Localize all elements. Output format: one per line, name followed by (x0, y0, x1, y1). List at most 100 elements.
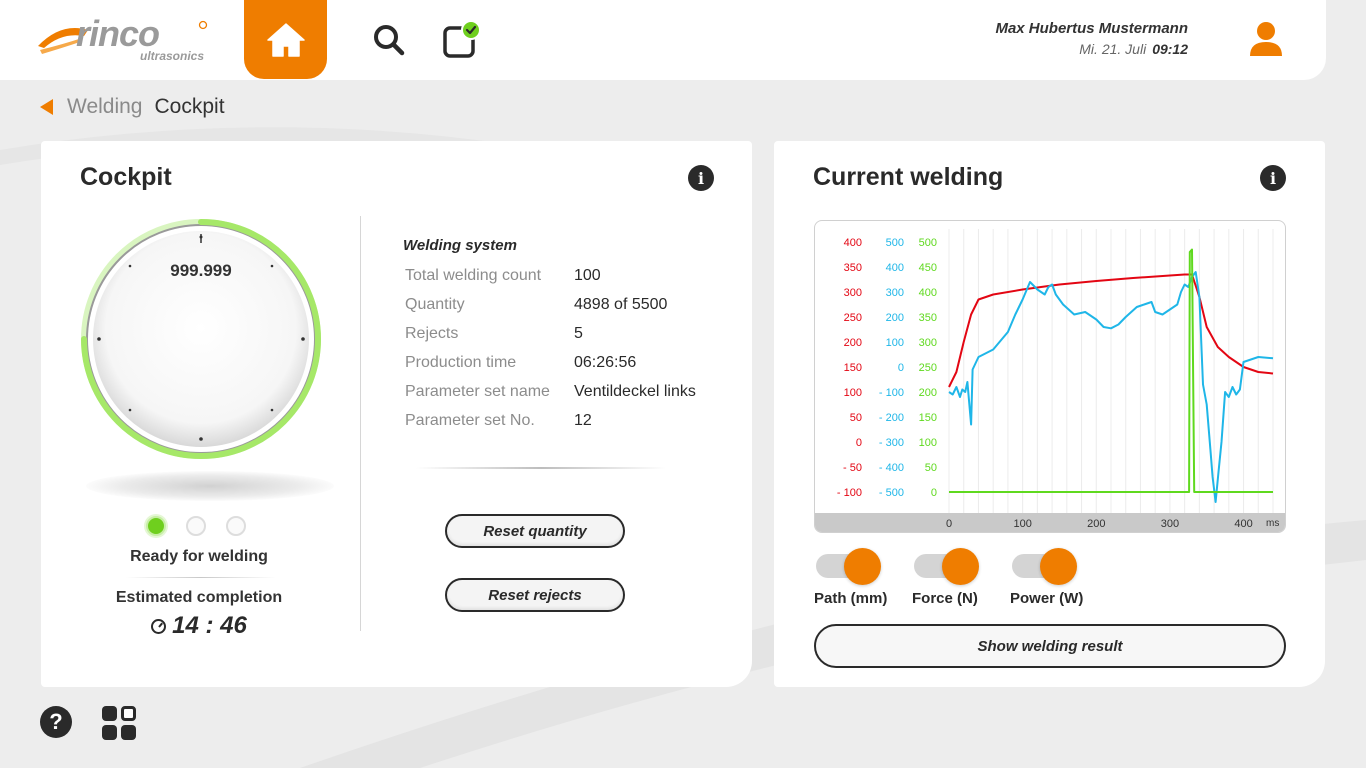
current-welding-title: Current welding (813, 163, 1004, 191)
y-tick-label: 100 (844, 387, 862, 399)
reset-rejects-button[interactable]: Reset rejects (445, 578, 625, 612)
y-tick-label: 350 (844, 262, 862, 274)
y-tick-label: 500 (886, 237, 904, 249)
gauge-shadow (86, 471, 334, 501)
user-name: Max Hubertus Mustermann (995, 20, 1188, 37)
row-label: Production time (405, 353, 517, 371)
toggle-knob[interactable] (1040, 548, 1077, 585)
table-row: Total welding count 100 (405, 261, 696, 290)
cockpit-title: Cockpit (80, 163, 172, 191)
toggle-force[interactable]: Force (N) (912, 548, 1010, 608)
task-check-icon (443, 20, 481, 58)
y-tick-label: 300 (886, 287, 904, 299)
divider (416, 467, 666, 469)
breadcrumb: Welding Cockpit (40, 95, 225, 119)
show-welding-result-button[interactable]: Show welding result (814, 624, 1286, 668)
table-row: Production time 06:26:56 (405, 348, 696, 377)
y-tick-label: - 100 (879, 387, 904, 399)
table-row: Parameter set name Ventildeckel links (405, 377, 696, 406)
x-unit-label: ms (1266, 518, 1279, 529)
help-icon[interactable]: ? (40, 706, 72, 738)
x-tick-label: 0 (946, 518, 952, 530)
y-tick-label: 200 (919, 387, 937, 399)
y-tick-label: 150 (844, 362, 862, 374)
y-tick-label: - 500 (879, 487, 904, 499)
series-toggles: Path (mm) Force (N) Power (W) (814, 548, 1108, 608)
vertical-divider (360, 216, 361, 631)
clock-icon (151, 618, 167, 634)
cockpit-card: Cockpit i 999.999 Ready for welding Esti… (41, 141, 752, 687)
y-tick-label: - 400 (879, 462, 904, 474)
welding-chart-svg: 0 100 200 300 400 ms400350300250200150100500-… (815, 229, 1285, 532)
svg-text:ultrasonics: ultrasonics (140, 49, 204, 63)
y-tick-label: 50 (850, 412, 862, 424)
home-button[interactable] (244, 0, 327, 79)
y-tick-label: - 50 (843, 462, 862, 474)
y-tick-label: 400 (886, 262, 904, 274)
search-button[interactable] (369, 20, 409, 60)
estimated-completion: 14 : 46 (41, 612, 357, 640)
y-tick-label: - 100 (837, 487, 862, 499)
status-indicator (146, 516, 246, 536)
y-tick-label: 400 (919, 287, 937, 299)
gauge-value: 999.999 (170, 261, 232, 280)
row-value: 12 (574, 411, 592, 429)
x-tick-label: 200 (1087, 518, 1105, 530)
breadcrumb-parent[interactable]: Welding (67, 95, 143, 118)
home-icon (266, 22, 305, 57)
row-label: Rejects (405, 324, 459, 342)
toggle-knob[interactable] (844, 548, 881, 585)
y-tick-label: 250 (844, 312, 862, 324)
row-label: Parameter set name (405, 382, 550, 400)
status-dot (226, 516, 246, 536)
info-icon[interactable]: i (1260, 165, 1286, 191)
toggle-label: Path (mm) (814, 590, 888, 607)
divider (126, 577, 276, 578)
toggle-label: Power (W) (1010, 590, 1084, 607)
tasks-button[interactable] (441, 20, 481, 60)
svg-text:rinco: rinco (76, 14, 159, 54)
series-line (949, 248, 1273, 493)
apps-tile (102, 706, 117, 721)
reset-quantity-button[interactable]: Reset quantity (445, 514, 625, 548)
user-avatar-icon[interactable] (1248, 20, 1284, 58)
toggle-knob[interactable] (942, 548, 979, 585)
y-tick-label: - 300 (879, 437, 904, 449)
y-tick-label: 400 (844, 237, 862, 249)
y-tick-label: 100 (886, 337, 904, 349)
x-axis-band (815, 513, 1285, 532)
back-arrow-icon[interactable] (40, 99, 53, 115)
toggle-power[interactable]: Power (W) (1010, 548, 1108, 608)
apps-tile (121, 725, 136, 740)
welding-system-table: Total welding count 100 Quantity 4898 of 5… (405, 261, 696, 435)
current-welding-card: Current welding i 0 100 200 300 400 ms 400 350 3… (774, 141, 1325, 687)
status-text: Ready for welding (130, 548, 268, 565)
apps-grid-icon[interactable] (102, 706, 136, 740)
current-date: Mi. 21. Juli (1079, 41, 1147, 57)
toggle-path[interactable]: Path (mm) (814, 548, 912, 608)
apps-tile (121, 706, 136, 721)
x-tick-label: 100 (1013, 518, 1031, 530)
welding-chart: 0 100 200 300 400 ms 400 350 300 250 200 150 100 50 0-… (814, 220, 1286, 533)
x-tick-label: 400 (1234, 518, 1252, 530)
y-tick-label: 0 (898, 362, 904, 374)
search-icon (374, 25, 405, 56)
info-icon[interactable]: i (688, 165, 714, 191)
row-label: Quantity (405, 295, 465, 313)
estimated-completion-time: 14 : 46 (172, 612, 247, 639)
welding-system-title: Welding system (403, 237, 517, 254)
y-tick-label: 50 (925, 462, 937, 474)
x-tick-label: 300 (1161, 518, 1179, 530)
y-tick-label: 450 (919, 262, 937, 274)
y-tick-label: 200 (844, 337, 862, 349)
y-tick-label: 350 (919, 312, 937, 324)
row-value: Ventildeckel links (574, 382, 696, 400)
row-value: 4898 of 5500 (574, 295, 668, 313)
y-tick-label: - 200 (879, 412, 904, 424)
y-tick-label: 0 (856, 437, 862, 449)
toggle-label: Force (N) (912, 590, 978, 607)
row-label: Total welding count (405, 266, 542, 284)
row-label: Parameter set No. (405, 411, 535, 429)
row-value: 100 (574, 266, 601, 284)
rinco-logo: rinco ultrasonics (38, 14, 208, 63)
